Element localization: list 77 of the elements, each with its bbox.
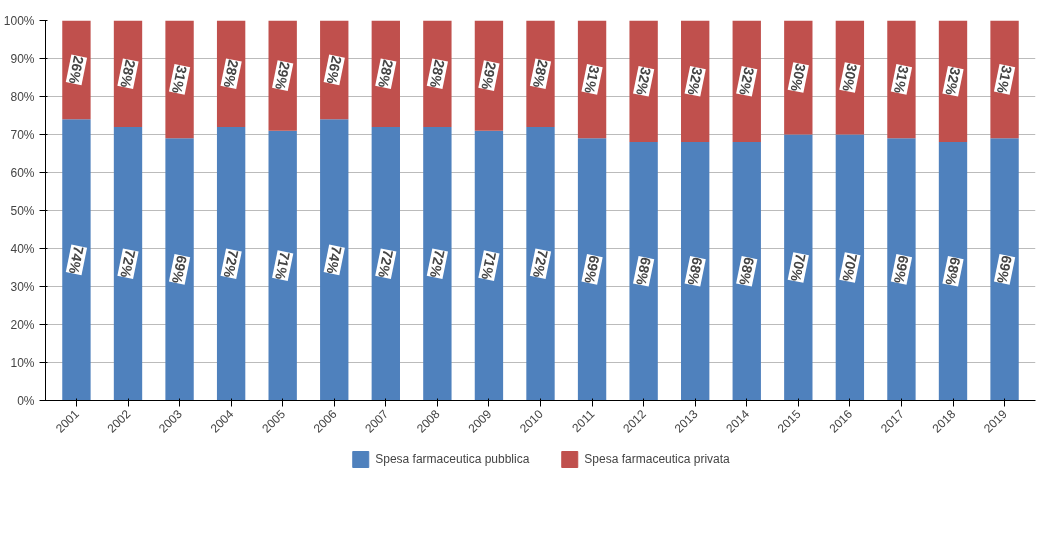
bar — [165, 20, 194, 139]
bar — [62, 20, 91, 120]
data-label: 32% — [684, 65, 706, 98]
data-label: 69% — [890, 254, 913, 286]
data-label: 68% — [632, 255, 655, 288]
bar — [577, 138, 607, 401]
data-label: 68% — [736, 255, 758, 288]
data-label: 69% — [168, 254, 191, 286]
y-tick-label: 40% — [10, 241, 35, 256]
y-tick-label: 80% — [10, 89, 35, 104]
data-label: 30% — [787, 62, 809, 94]
y-tick-label: 30% — [10, 279, 35, 294]
y-tick-label: 70% — [10, 127, 35, 142]
bar — [320, 119, 349, 401]
legend-label: Spesa farmaceutica pubblica — [375, 452, 530, 466]
bar — [887, 138, 916, 401]
y-tick-label: 100% — [3, 13, 35, 28]
data-label: 29% — [478, 60, 500, 92]
data-label: 29% — [271, 60, 294, 92]
data-label: 68% — [684, 255, 706, 288]
data-label: 31% — [993, 64, 1016, 96]
y-tick-label: 20% — [10, 317, 35, 332]
bar — [629, 142, 658, 401]
y-tick-label: 50% — [10, 203, 35, 218]
data-label: 72% — [375, 248, 397, 280]
bar — [681, 142, 710, 401]
data-label: 68% — [942, 255, 964, 288]
bar — [938, 142, 968, 401]
y-tick-label: 90% — [10, 51, 35, 66]
data-label: 26% — [323, 54, 345, 86]
bar — [165, 138, 194, 401]
data-label: 69% — [581, 254, 603, 286]
bar — [268, 130, 297, 401]
data-label: 70% — [787, 252, 809, 284]
bar — [474, 130, 504, 401]
bar — [526, 20, 555, 127]
data-label: 28% — [117, 58, 139, 90]
bar — [835, 134, 865, 401]
data-label: 71% — [478, 250, 500, 282]
data-label: 28% — [426, 58, 448, 90]
data-label: 32% — [736, 65, 758, 98]
data-label: 26% — [65, 54, 88, 86]
data-label: 71% — [271, 250, 294, 282]
bar — [113, 126, 143, 401]
data-label: 32% — [632, 65, 655, 98]
bar — [990, 138, 1019, 401]
bar — [629, 20, 658, 143]
bar — [526, 126, 555, 401]
bar — [990, 20, 1019, 139]
data-label: 31% — [890, 64, 913, 96]
legend-label: Spesa farmaceutica privata — [584, 452, 730, 466]
data-label: 28% — [375, 58, 397, 90]
bar — [423, 20, 452, 127]
bar — [784, 134, 813, 401]
data-label: 72% — [426, 248, 448, 280]
bar — [62, 119, 91, 401]
data-label: 32% — [942, 65, 964, 98]
data-label: 72% — [117, 248, 139, 280]
data-label: 74% — [323, 244, 345, 276]
data-label: 74% — [65, 244, 88, 276]
bar — [423, 126, 452, 401]
bar — [732, 142, 761, 401]
data-label: 31% — [168, 64, 191, 96]
bar — [216, 126, 246, 401]
data-label: 72% — [220, 248, 242, 280]
data-label: 69% — [993, 254, 1016, 286]
data-label: 30% — [839, 62, 861, 94]
data-label: 70% — [839, 252, 861, 284]
data-label: 72% — [529, 248, 552, 280]
bar — [371, 126, 400, 401]
y-tick-label: 60% — [10, 165, 35, 180]
data-label: 28% — [529, 58, 552, 90]
data-label: 28% — [220, 58, 242, 90]
bar — [887, 20, 916, 139]
y-tick-label: 10% — [10, 355, 35, 370]
data-label: 31% — [581, 64, 603, 96]
y-tick-label: 0% — [17, 393, 35, 408]
